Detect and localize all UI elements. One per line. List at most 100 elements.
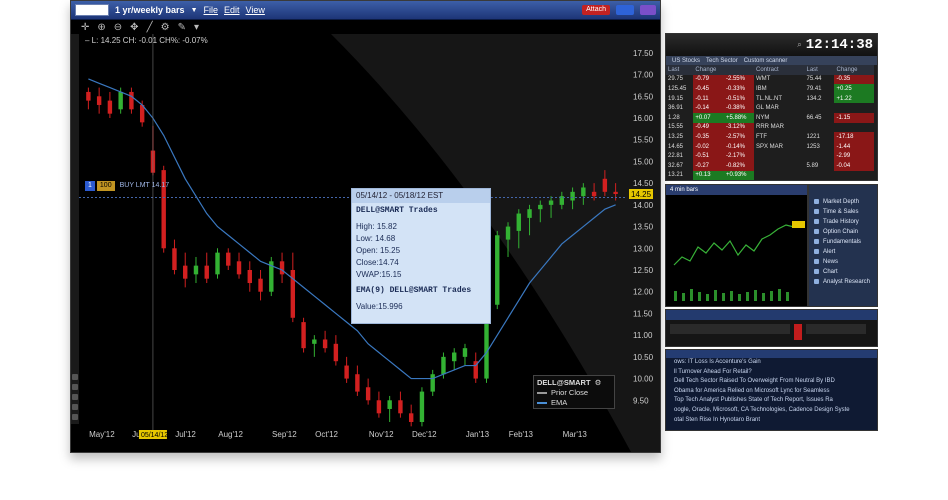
tool-icon-2[interactable] bbox=[72, 384, 78, 390]
tab-us-stocks[interactable]: US Stocks bbox=[672, 57, 701, 64]
window-button-blue[interactable] bbox=[616, 5, 634, 15]
ticker-field-2[interactable] bbox=[806, 324, 866, 334]
news-headline[interactable]: Top Tech Analyst Publishes State of Tech… bbox=[674, 397, 833, 404]
menu-item-chart[interactable]: Chart bbox=[809, 267, 877, 277]
table-row[interactable]: IBM 79.41 +0.25 bbox=[754, 84, 874, 94]
menu-item-option-chain[interactable]: Option Chain bbox=[809, 227, 877, 237]
ticker-field[interactable] bbox=[670, 324, 790, 334]
news-headline[interactable]: oogle, Oracle, Microsoft, CA Technologie… bbox=[674, 406, 850, 413]
tooltip-series-title: DELL@SMART Trades bbox=[356, 206, 438, 215]
table-row[interactable]: 5.89 -0.04 bbox=[754, 160, 874, 171]
table-row[interactable] bbox=[754, 171, 874, 181]
quote-titlebar: ⌕ 12:14:38 bbox=[666, 34, 877, 56]
table-row[interactable]: TL.NL.NT 134.2 +1.22 bbox=[754, 93, 874, 104]
order-qty-badge[interactable]: 1 bbox=[85, 181, 95, 191]
mini-chart[interactable] bbox=[666, 195, 807, 306]
news-headline[interactable]: otal Sten Rise In Hynotaro Brant bbox=[674, 416, 761, 423]
table-row[interactable]: WMT 75.44 -0.35 bbox=[754, 74, 874, 85]
column-header[interactable] bbox=[723, 65, 754, 75]
candle-body bbox=[269, 261, 274, 292]
column-header[interactable]: Last bbox=[804, 65, 835, 75]
table-row[interactable]: 13.25 -0.35 -2.57% bbox=[666, 132, 754, 142]
zoom-out-icon[interactable]: ⊖ bbox=[113, 21, 123, 33]
table-row[interactable]: 29.75 -0.79 -2.55% bbox=[666, 74, 754, 85]
table-row[interactable]: 36.91 -0.14 -0.38% bbox=[666, 103, 754, 113]
quote-table-right[interactable]: Contract Last Change WMT 75.44 -0.35 IBM 79.41 +… bbox=[754, 65, 874, 180]
ticker-bar-red bbox=[794, 324, 802, 340]
table-row[interactable]: 14.65 -0.02 -0.14% bbox=[666, 141, 754, 152]
dropdown-icon[interactable]: ▾ bbox=[193, 21, 199, 33]
tool-icon-5[interactable] bbox=[72, 414, 78, 420]
tool-icon-1[interactable] bbox=[72, 374, 78, 380]
menu-file[interactable]: File bbox=[203, 5, 219, 15]
chevron-down-icon[interactable]: ▼ bbox=[190, 6, 198, 14]
table-row[interactable]: 125.45 -0.45 -0.33% bbox=[666, 84, 754, 94]
table-row[interactable]: RRR MAR bbox=[754, 123, 874, 133]
order-label[interactable]: BUY LMT 14.17 bbox=[119, 182, 170, 189]
tab-custom-scanner[interactable]: Custom scanner bbox=[743, 57, 788, 64]
table-row[interactable]: 32.67 -0.27 -0.82% bbox=[666, 160, 754, 171]
column-header[interactable]: Change bbox=[693, 65, 724, 75]
legend-row-prior-close[interactable]: Prior Close bbox=[537, 388, 611, 398]
legend-row-ema[interactable]: EMA bbox=[537, 398, 611, 408]
price-chart[interactable]: 17.50 17.00 16.50 16.00 15.50 15.00 14.50 14.00… bbox=[71, 34, 660, 452]
attach-button[interactable]: Attach bbox=[582, 5, 610, 15]
menu-item-news[interactable]: News bbox=[809, 257, 877, 267]
zoom-in-icon[interactable]: ⊕ bbox=[97, 21, 106, 33]
column-header[interactable]: Change bbox=[834, 65, 874, 75]
table-row[interactable]: GL MAR bbox=[754, 103, 874, 113]
table-row[interactable]: SPX MAR 1253 -1.44 bbox=[754, 141, 874, 152]
order-line[interactable]: 1 100 BUY LMT 14.17 bbox=[85, 181, 172, 191]
symbol-input[interactable] bbox=[75, 4, 109, 16]
table-cell: -1.15 bbox=[834, 112, 874, 123]
quote-table-left[interactable]: Last Change 29.75 -0.79 -2.55% 125.45 -0.45 -0.… bbox=[666, 65, 754, 181]
table-row[interactable]: 19.15 -0.11 -0.51% bbox=[666, 93, 754, 104]
news-headline[interactable]: Obama for America Relied on Microsoft Ly… bbox=[674, 387, 830, 394]
table-cell: -17.18 bbox=[834, 132, 874, 142]
order-marker[interactable]: 100 bbox=[96, 181, 115, 191]
candle-body bbox=[602, 178, 608, 192]
menu-item-trade-history[interactable]: Trade History bbox=[809, 217, 877, 227]
candle-body bbox=[398, 400, 403, 414]
table-row[interactable]: -2.99 bbox=[754, 151, 874, 161]
trend-line-icon[interactable]: ╱ bbox=[146, 21, 153, 33]
chart-legend[interactable]: DELL@SMART ⚙ Prior Close EMA bbox=[533, 375, 615, 409]
menu-edit[interactable]: Edit bbox=[224, 5, 240, 15]
menu-view[interactable]: View bbox=[245, 5, 265, 15]
candle-body bbox=[441, 356, 446, 375]
menu-item-fundamentals[interactable]: Fundamentals bbox=[809, 237, 877, 247]
gear-icon[interactable]: ⚙ bbox=[594, 378, 602, 387]
tooltip-open: Open: 15.25 bbox=[356, 246, 401, 255]
crosshair-icon[interactable]: ✛ bbox=[81, 21, 90, 33]
table-row[interactable]: FTF 1221 -17.18 bbox=[754, 132, 874, 142]
settings-icon[interactable]: ⚙ bbox=[160, 21, 170, 33]
y-tick-label: 16.50 bbox=[633, 92, 654, 101]
tool-icon-3[interactable] bbox=[72, 394, 78, 400]
table-row[interactable]: 15.55 -0.49 -3.12% bbox=[666, 122, 754, 133]
mini-price-line bbox=[673, 224, 795, 266]
table-cell: -0.45 bbox=[693, 84, 724, 94]
table-row[interactable]: 22.81 -0.51 -2.17% bbox=[666, 151, 754, 161]
search-icon[interactable]: ⌕ bbox=[797, 40, 802, 49]
chart-period-title[interactable]: 1 yr/weekly bars bbox=[115, 5, 185, 15]
news-headline[interactable]: ows: IT Loss Is Accenture's Gain bbox=[674, 359, 761, 365]
window-button-purple[interactable] bbox=[640, 5, 656, 15]
news-titlebar bbox=[666, 350, 877, 358]
menu-item-analyst-research[interactable]: Analyst Research bbox=[809, 277, 877, 287]
news-headline[interactable]: ll Turnover Ahead For Retail? bbox=[674, 368, 752, 375]
table-row[interactable]: NYM 66.45 -1.15 bbox=[754, 112, 874, 123]
pan-icon[interactable]: ✥ bbox=[130, 21, 139, 33]
tool-icon-4[interactable] bbox=[72, 404, 78, 410]
x-tick-label: Aug'12 bbox=[218, 430, 243, 439]
drawing-tool-icon[interactable]: ✎ bbox=[177, 21, 186, 33]
menu-item-time-sales[interactable]: Time & Sales bbox=[809, 207, 877, 217]
column-header[interactable]: Contract bbox=[754, 65, 805, 75]
table-row[interactable]: 13.21 +0.13 +0.93% bbox=[666, 170, 754, 181]
tab-tech-sector[interactable]: Tech Sector bbox=[706, 57, 738, 64]
menu-item-market-depth[interactable]: Market Depth bbox=[809, 197, 877, 207]
column-header[interactable]: Last bbox=[666, 65, 694, 75]
table-cell: 79.41 bbox=[806, 85, 822, 92]
table-row[interactable]: 1.28 +0.07 +5.88% bbox=[666, 112, 754, 123]
news-headline[interactable]: Dell Tech Sector Raised To Overweight Fr… bbox=[674, 378, 835, 385]
menu-item-alert[interactable]: Alert bbox=[809, 247, 877, 257]
